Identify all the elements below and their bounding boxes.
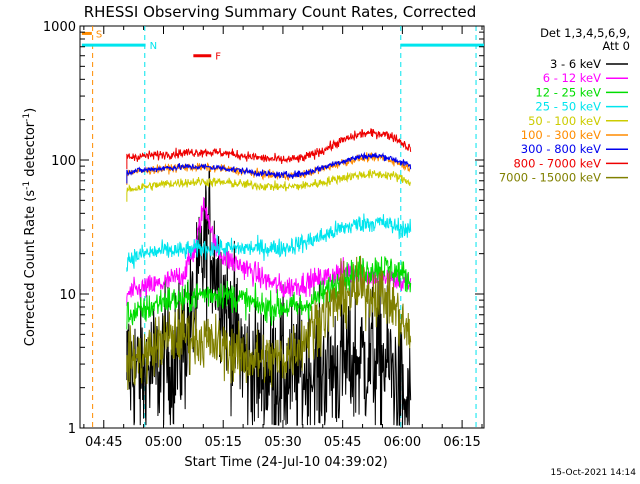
legend-header-attenuator: Att 0 xyxy=(602,39,630,53)
x-tick-label-6: 06:15 xyxy=(443,435,480,450)
legend-header-detectors: Det 1,3,4,5,6,9, xyxy=(540,26,630,40)
y-tick-label-1: 10 xyxy=(59,288,76,303)
legend-label-1: 6 - 12 keV xyxy=(543,71,601,85)
x-tick-label-2: 05:15 xyxy=(204,435,241,450)
series-line-8 xyxy=(126,255,412,391)
legend-label-2: 12 - 25 keV xyxy=(535,85,601,99)
y-tick-label-3: 1000 xyxy=(43,20,76,35)
attenuator-flags: S N F xyxy=(81,29,484,63)
y-tick-label-0: 1 xyxy=(68,422,76,437)
series-line-4 xyxy=(126,169,412,202)
legend-label-0: 3 - 6 keV xyxy=(550,57,601,71)
legend-label-3: 25 - 50 keV xyxy=(535,100,601,114)
y-tick-label-2: 100 xyxy=(51,154,76,169)
series-line-2 xyxy=(126,256,412,330)
axes-ticks: 04:45 05:00 05:15 05:30 05:45 06:00 06:15 1 10 10… xyxy=(43,20,484,450)
x-tick-label-1: 05:00 xyxy=(145,435,182,450)
series-line-7 xyxy=(126,128,412,170)
x-tick-label-3: 05:30 xyxy=(264,435,301,450)
y-axis-label: Corrected Count Rate (s-1 detector-1) xyxy=(22,108,38,346)
x-tick-label-5: 06:00 xyxy=(384,435,421,450)
x-tick-label-0: 04:45 xyxy=(85,435,122,450)
flag-label-0: S xyxy=(96,29,102,40)
x-axis-label: Start Time (24-Jul-10 04:39:02) xyxy=(184,455,387,470)
footer-timestamp: 15-Oct-2021 14:14 xyxy=(551,468,637,478)
legend-label-4: 50 - 100 keV xyxy=(528,114,601,128)
series-line-6 xyxy=(126,151,412,184)
legend-label-7: 800 - 7000 keV xyxy=(513,156,601,170)
legend-label-8: 7000 - 15000 keV xyxy=(499,171,601,185)
series-line-3 xyxy=(126,213,412,272)
x-tick-label-4: 05:45 xyxy=(324,435,361,450)
series-lines xyxy=(126,128,412,426)
flag-label-3: F xyxy=(215,52,221,63)
series-line-0 xyxy=(126,170,412,426)
plot-frame xyxy=(79,25,485,429)
flag-label-1: N xyxy=(150,41,157,52)
legend-label-5: 100 - 300 keV xyxy=(521,128,601,142)
chart-title: RHESSI Observing Summary Count Rates, Co… xyxy=(84,3,477,21)
legend-label-6: 300 - 800 keV xyxy=(521,142,601,156)
